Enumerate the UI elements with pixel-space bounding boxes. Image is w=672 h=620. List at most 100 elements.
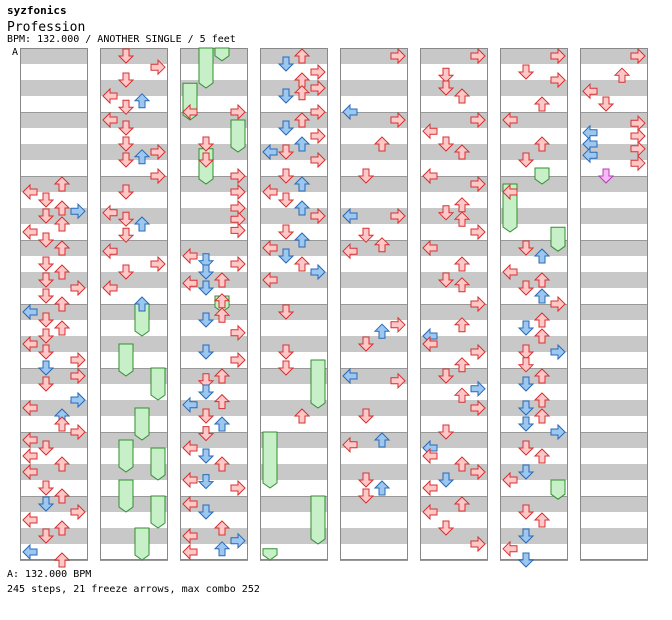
- arrow-up-icon: [533, 248, 551, 264]
- arrow-right-icon: [310, 127, 326, 145]
- arrow-right-icon: [310, 263, 326, 281]
- beat-stripe: [20, 48, 88, 64]
- beat-stripe: [340, 176, 408, 192]
- beat-stripe: [580, 496, 648, 512]
- section-label: A: [12, 47, 19, 58]
- arrow-up-icon: [53, 296, 71, 312]
- beat-stripe: [500, 112, 568, 128]
- beat-stripe: [180, 176, 248, 192]
- beat-stripe: [500, 48, 568, 64]
- arrow-left-icon: [262, 271, 278, 289]
- beat-stripe: [180, 496, 248, 512]
- column-border: [340, 48, 408, 560]
- beat-stripe: [420, 432, 488, 448]
- beat-stripe: [340, 464, 408, 480]
- beat-stripe: [500, 464, 568, 480]
- arrow-left-icon: [22, 303, 38, 321]
- arrow-left-icon: [502, 183, 518, 201]
- arrow-up-icon: [453, 144, 471, 160]
- arrow-right-icon: [150, 143, 166, 161]
- arrow-up-icon: [213, 416, 231, 432]
- arrow-down-icon: [37, 376, 55, 392]
- arrow-down-icon: [37, 328, 55, 344]
- beat-stripe: [500, 432, 568, 448]
- beat-stripe: [420, 368, 488, 384]
- arrow-right-icon: [470, 535, 486, 553]
- arrow-right-icon: [230, 532, 246, 550]
- arrow-up-icon: [133, 149, 151, 165]
- arrow-down-icon: [517, 320, 535, 336]
- arrow-up-icon: [453, 456, 471, 472]
- freeze-arrow: [150, 367, 166, 401]
- beat-stripe: [580, 400, 648, 416]
- arrow-up-icon: [533, 96, 551, 112]
- beat-stripe: [340, 336, 408, 352]
- arrow-up-icon: [533, 288, 551, 304]
- arrow-right-icon: [230, 351, 246, 369]
- beat-stripe: [580, 208, 648, 224]
- arrow-up-icon: [53, 200, 71, 216]
- arrow-right-icon: [70, 503, 86, 521]
- arrow-right-icon: [470, 223, 486, 241]
- beat-stripe: [340, 144, 408, 160]
- arrow-down-icon: [37, 256, 55, 272]
- beat-stripe: [100, 400, 168, 416]
- arrow-down-icon: [37, 312, 55, 328]
- beat-stripe: [420, 400, 488, 416]
- arrow-up-icon: [133, 93, 151, 109]
- beat-stripe: [180, 144, 248, 160]
- arrow-down-icon: [277, 248, 295, 264]
- arrow-down-icon: [37, 272, 55, 288]
- arrow-down-icon: [277, 120, 295, 136]
- beat-stripe: [20, 400, 88, 416]
- arrow-down-icon: [517, 400, 535, 416]
- arrow-up-icon: [53, 216, 71, 232]
- arrow-right-icon: [230, 479, 246, 497]
- beat-stripe: [420, 176, 488, 192]
- arrow-down-icon: [357, 488, 375, 504]
- arrow-down-icon: [197, 384, 215, 400]
- beat-stripe: [420, 304, 488, 320]
- column-border: [260, 48, 328, 560]
- arrow-right-icon: [150, 167, 166, 185]
- arrow-right-icon: [550, 423, 566, 441]
- arrow-down-icon: [197, 253, 215, 269]
- arrow-left-icon: [102, 204, 118, 222]
- arrow-right-icon: [70, 202, 86, 220]
- beat-stripe: [180, 48, 248, 64]
- beat-stripe: [260, 80, 328, 96]
- arrow-down-icon: [117, 136, 135, 152]
- arrow-up-icon: [53, 456, 71, 472]
- arrow-up-icon: [293, 85, 311, 101]
- arrow-right-icon: [630, 127, 646, 145]
- beat-stripe: [100, 432, 168, 448]
- arrow-down-icon: [597, 96, 615, 112]
- beat-stripe: [260, 48, 328, 64]
- chart-column-2: [100, 48, 168, 561]
- beat-stripe: [340, 112, 408, 128]
- arrow-up-icon: [533, 512, 551, 528]
- arrow-right-icon: [470, 380, 486, 398]
- beat-stripe: [420, 48, 488, 64]
- beat-stripe: [260, 336, 328, 352]
- beat-stripe: [340, 528, 408, 544]
- arrow-down-icon: [357, 472, 375, 488]
- freeze-arrow: [310, 359, 326, 409]
- arrow-right-icon: [230, 255, 246, 273]
- arrow-left-icon: [422, 122, 438, 140]
- arrow-down-icon: [197, 373, 215, 389]
- arrow-right-icon: [150, 255, 166, 273]
- chart-column-1: [20, 48, 88, 568]
- beat-stripe: [580, 176, 648, 192]
- chart-column-4: [260, 48, 328, 561]
- arrow-left-icon: [262, 183, 278, 201]
- arrow-down-icon: [437, 67, 455, 83]
- beat-stripe: [20, 272, 88, 288]
- column-border: [580, 48, 648, 560]
- beat-stripe: [100, 112, 168, 128]
- arrow-down-icon: [197, 152, 215, 168]
- arrow-right-icon: [470, 175, 486, 193]
- arrow-down-icon: [37, 480, 55, 496]
- footer-bpm: A: 132.000 BPM: [7, 569, 92, 580]
